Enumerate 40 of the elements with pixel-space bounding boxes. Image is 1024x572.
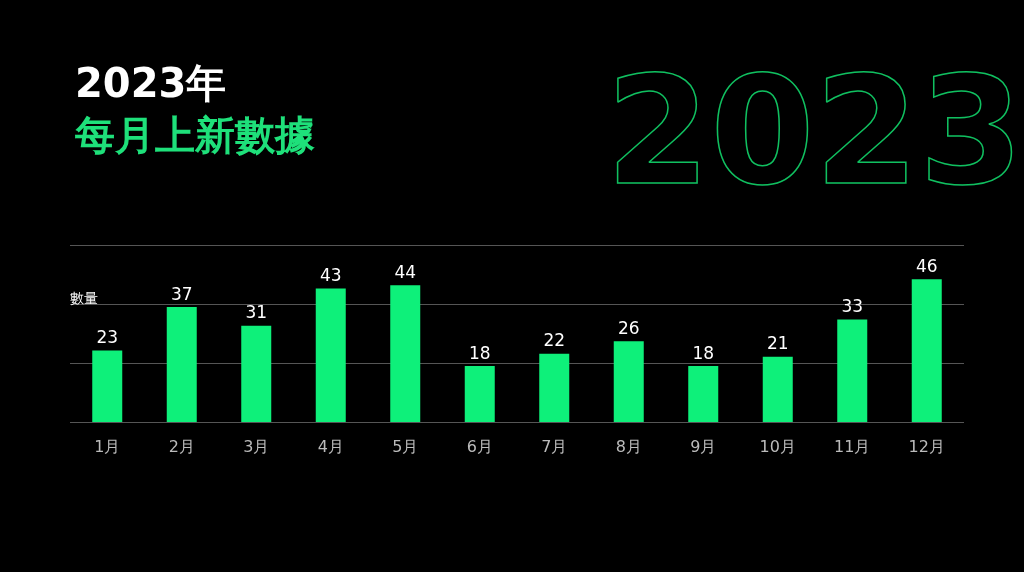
data-label: 43 (319, 264, 342, 285)
bar (390, 285, 421, 422)
data-label: 33 (841, 296, 864, 317)
data-label: 44 (394, 261, 417, 282)
bar (166, 307, 197, 422)
y-axis-title: 數量 (70, 290, 98, 306)
data-label: 18 (468, 342, 491, 363)
bar (688, 366, 719, 422)
data-label: 18 (692, 342, 715, 363)
data-label: 21 (766, 333, 789, 354)
x-tick-label: 11月 (834, 436, 871, 456)
bar (911, 279, 942, 422)
bar (241, 325, 272, 422)
x-tick-label: 10月 (759, 436, 796, 456)
x-tick-label: 8月 (615, 436, 642, 456)
x-tick-label: 5月 (392, 436, 419, 456)
bar (762, 356, 793, 422)
chart-title: 2023年 (75, 60, 227, 106)
bar (613, 341, 644, 422)
x-tick-label: 9月 (690, 436, 717, 456)
data-label: 31 (245, 302, 268, 323)
x-tick-label: 6月 (466, 436, 493, 456)
bar (837, 319, 868, 422)
bar (315, 288, 346, 422)
bar (539, 353, 570, 422)
text: 2023 (605, 43, 1024, 218)
data-label: 22 (543, 330, 566, 351)
data-label: 23 (96, 327, 119, 348)
x-tick-label: 4月 (317, 436, 344, 456)
x-tick-label: 1月 (94, 436, 121, 456)
bar (464, 366, 495, 422)
x-tick-label: 12月 (908, 436, 945, 456)
data-label: 37 (170, 283, 193, 304)
bar (92, 350, 123, 422)
x-tick-label: 7月 (541, 436, 568, 456)
x-tick-label: 2月 (168, 436, 195, 456)
chart-subtitle: 每月上新數據 (74, 112, 315, 158)
x-tick-label: 3月 (243, 436, 270, 456)
data-label: 46 (915, 255, 938, 276)
data-label: 26 (617, 317, 640, 338)
